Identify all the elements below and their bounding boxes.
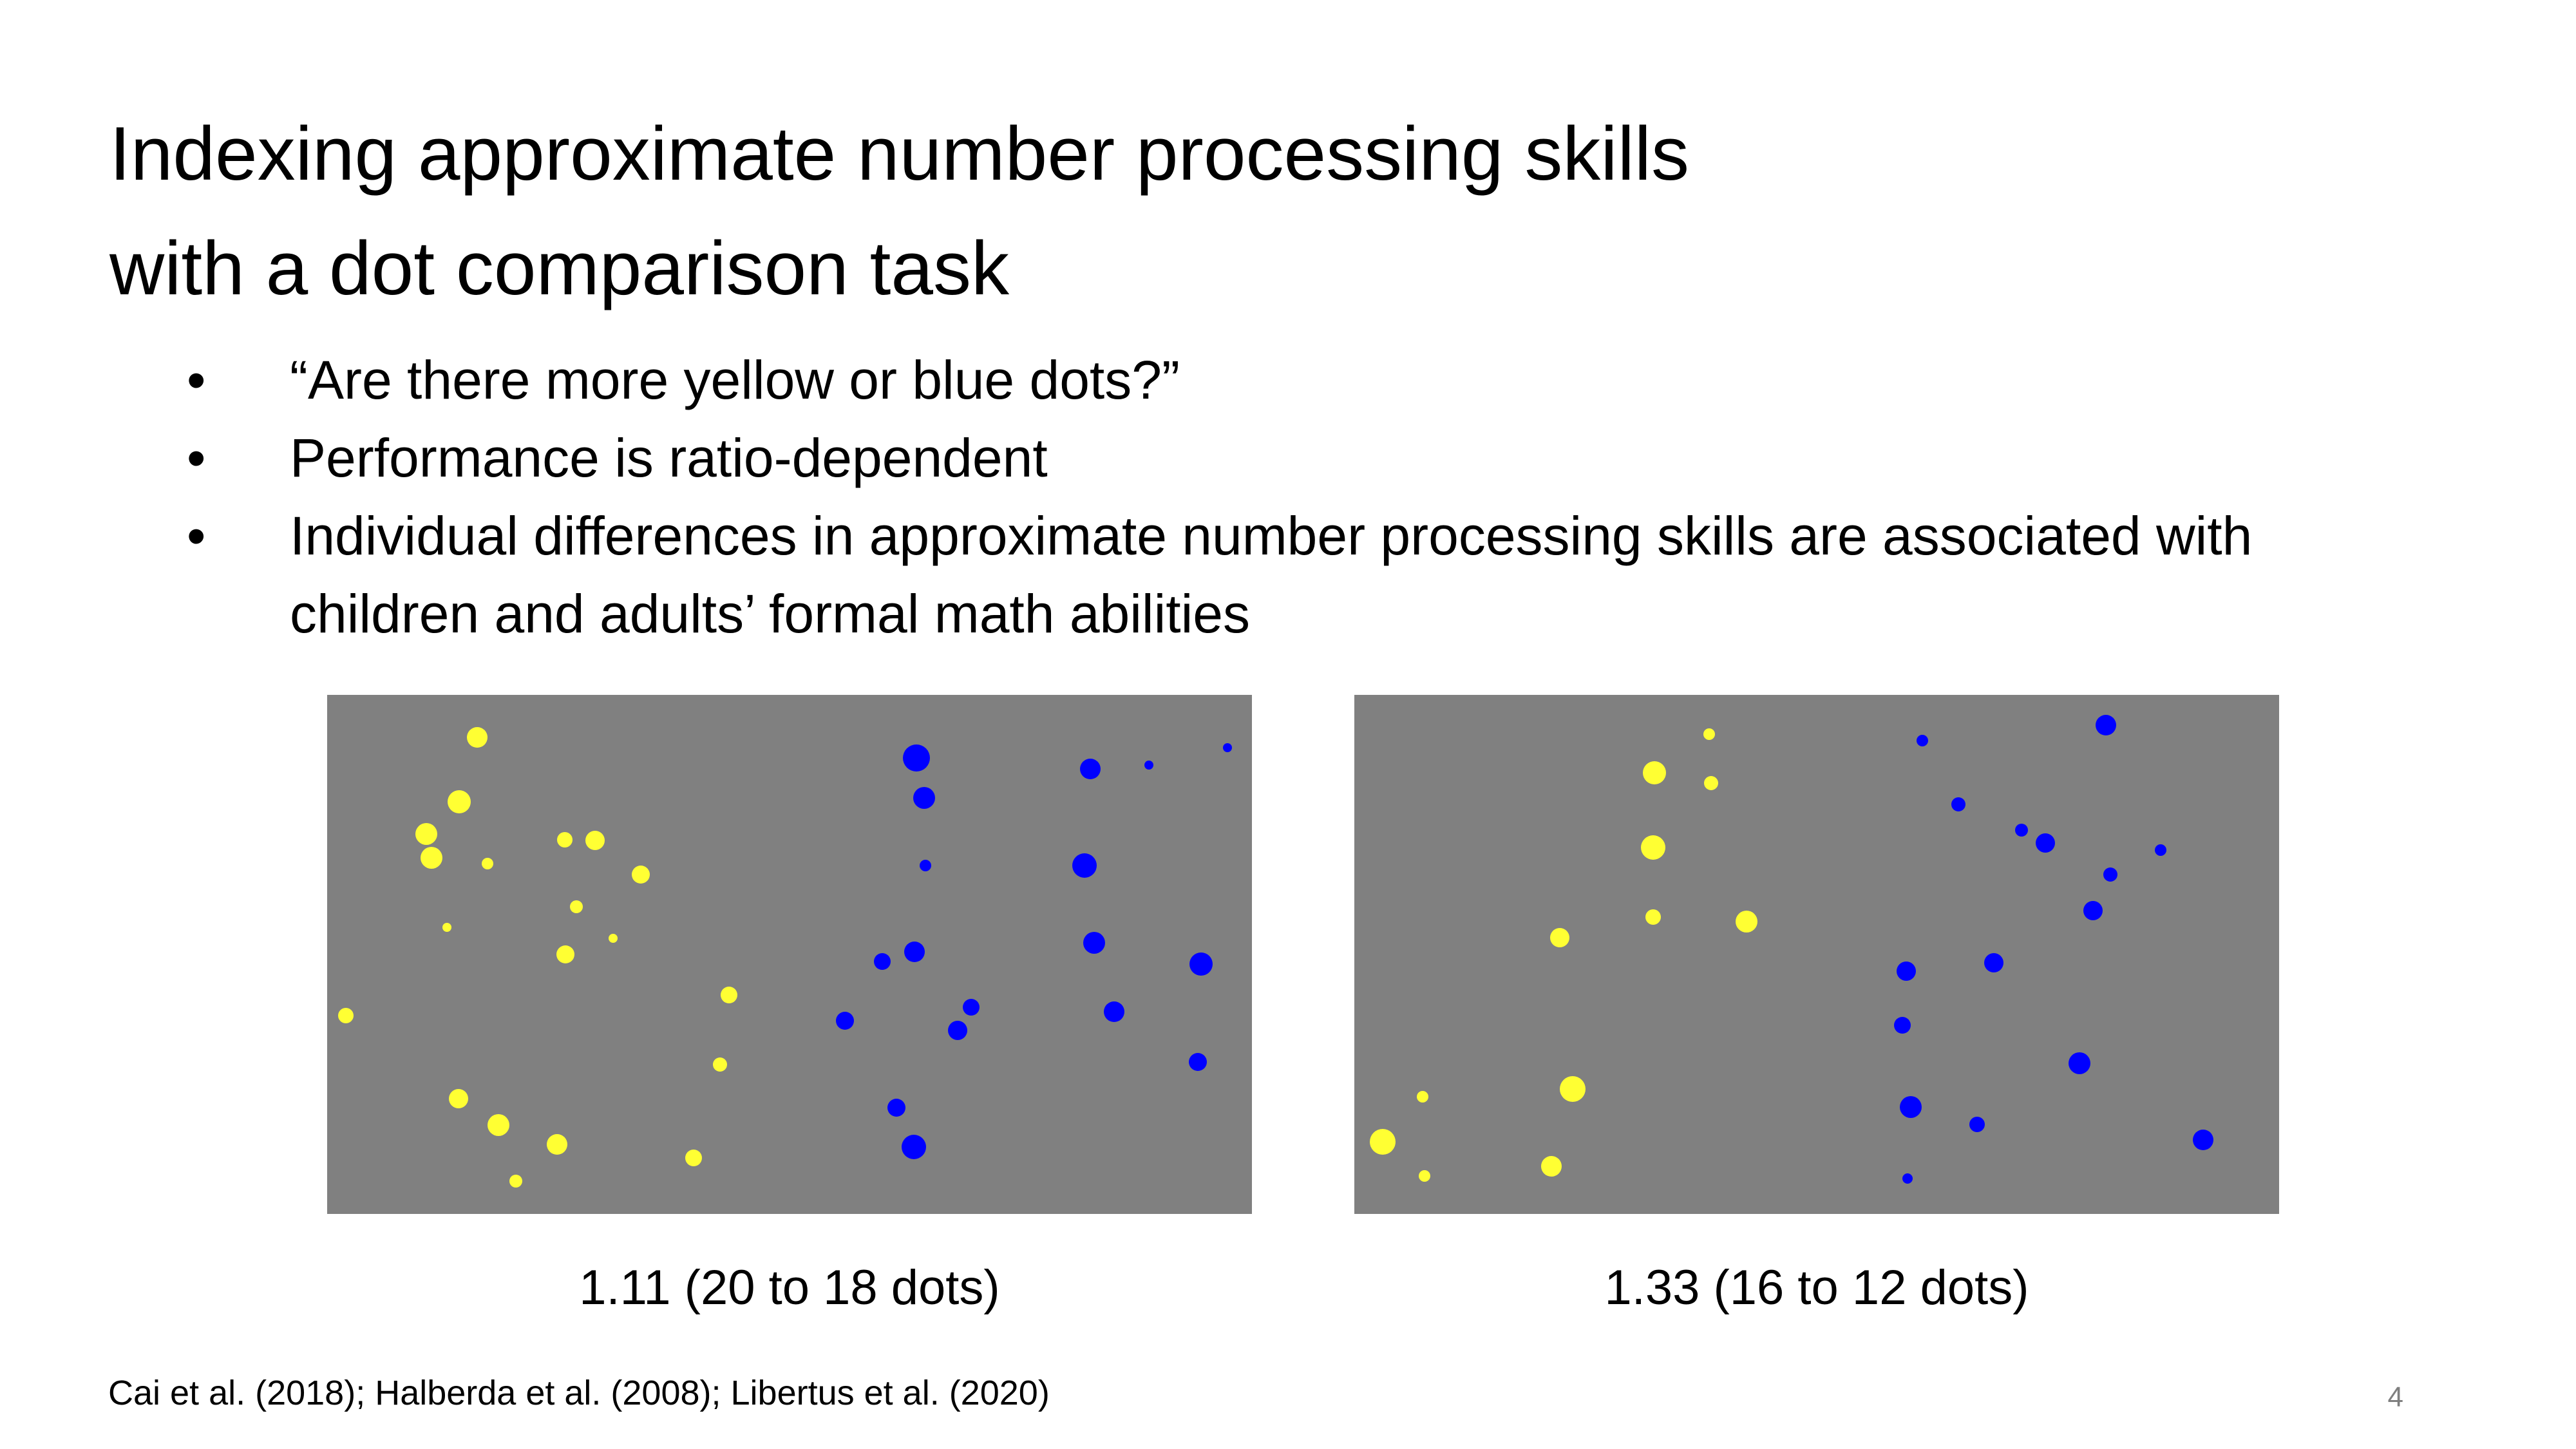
stimulus-image-ratio-1-33 [1354, 695, 2279, 1214]
blue-dot [1984, 953, 2003, 972]
yellow-dot [632, 866, 650, 884]
blue-dot [2083, 901, 2103, 920]
blue-dot [2103, 867, 2117, 882]
blue-dot [902, 1135, 926, 1159]
yellow-dot [685, 1150, 702, 1166]
yellow-dot [482, 858, 493, 869]
blue-dot [1104, 1001, 1124, 1022]
bullet-dot-icon: • [187, 428, 206, 488]
blue-dot [1072, 853, 1097, 878]
blue-dot [1917, 735, 1928, 746]
yellow-dot [415, 823, 437, 845]
blue-dot [920, 860, 931, 871]
yellow-dot [721, 987, 737, 1003]
yellow-dot [488, 1114, 509, 1136]
blue-dot [2193, 1130, 2213, 1150]
stimulus-image-ratio-1-11 [327, 695, 1252, 1214]
bullet-item: • Individual differences in approximate … [187, 497, 2376, 653]
slide-title: Indexing approximate number processing s… [109, 97, 2428, 326]
yellow-dot [1550, 928, 1569, 947]
yellow-dot [713, 1057, 727, 1072]
yellow-dot [1541, 1156, 1562, 1177]
yellow-dot [1417, 1091, 1428, 1103]
stimulus-caption-left: 1.11 (20 to 18 dots) [579, 1260, 1000, 1315]
blue-dot [1897, 961, 1916, 981]
stimulus-caption-right: 1.33 (16 to 12 dots) [1604, 1260, 2029, 1315]
blue-dot [874, 953, 891, 970]
blue-dot [1223, 743, 1232, 752]
bullet-dot-icon: • [187, 506, 206, 566]
blue-dot [2155, 844, 2166, 856]
blue-dot [913, 787, 935, 809]
dot-array-right [1370, 715, 2213, 1184]
blue-dot [904, 942, 925, 962]
blue-dot [903, 744, 930, 772]
blue-dot [1189, 1053, 1207, 1071]
yellow-dot [570, 900, 583, 913]
blue-dot [836, 1012, 854, 1030]
yellow-dot [547, 1134, 567, 1155]
blue-dot [948, 1021, 967, 1040]
blue-dot [1902, 1173, 1913, 1184]
blue-dot [1969, 1117, 1985, 1132]
yellow-dot [449, 1089, 468, 1108]
blue-dot [1951, 797, 1965, 811]
yellow-dot [421, 847, 442, 869]
blue-dot [887, 1099, 905, 1117]
yellow-dot [1736, 911, 1757, 933]
yellow-dot [1560, 1076, 1586, 1102]
yellow-dot [1419, 1170, 1430, 1182]
bullet-dot-icon: • [187, 350, 206, 410]
bullet-item: • Performance is ratio-dependent [187, 419, 2376, 497]
yellow-dot [1641, 835, 1665, 860]
title-line-1: Indexing approximate number processing s… [109, 111, 1689, 196]
blue-dot [2015, 824, 2028, 837]
dot-array-left [338, 727, 1232, 1188]
blue-dot [1189, 952, 1213, 976]
blue-dot [2096, 715, 2116, 735]
blue-dot [1080, 759, 1101, 779]
yellow-dot [509, 1175, 522, 1188]
blue-dot [2036, 833, 2055, 853]
yellow-dot [609, 934, 618, 943]
yellow-dot [1645, 909, 1661, 925]
yellow-dot [1704, 776, 1718, 790]
yellow-dot [442, 923, 451, 932]
yellow-dot [467, 727, 488, 748]
blue-dot [1083, 932, 1105, 954]
title-line-2: with a dot comparison task [109, 226, 1009, 311]
yellow-dot [448, 790, 471, 813]
yellow-dot [556, 945, 574, 963]
blue-dot [1900, 1096, 1922, 1118]
yellow-dot [338, 1008, 354, 1023]
yellow-dot [1370, 1129, 1396, 1155]
bullet-item: • “Are there more yellow or blue dots?” [187, 341, 2376, 419]
yellow-dot [585, 831, 605, 850]
bullet-text: Individual differences in approximate nu… [290, 506, 2253, 644]
bullet-text: “Are there more yellow or blue dots?” [290, 350, 1180, 410]
blue-dot [2069, 1052, 2090, 1074]
blue-dot [963, 999, 980, 1016]
references-footer: Cai et al. (2018); Halberda et al. (2008… [108, 1374, 1050, 1412]
slide-page-number: 4 [2387, 1381, 2403, 1413]
bullet-list: • “Are there more yellow or blue dots?” … [187, 341, 2376, 653]
yellow-dot [1703, 728, 1715, 740]
blue-dot [1894, 1017, 1911, 1034]
bullet-text: Performance is ratio-dependent [290, 428, 1048, 488]
yellow-dot [1643, 761, 1666, 784]
blue-dot [1144, 761, 1153, 770]
yellow-dot [557, 832, 573, 848]
